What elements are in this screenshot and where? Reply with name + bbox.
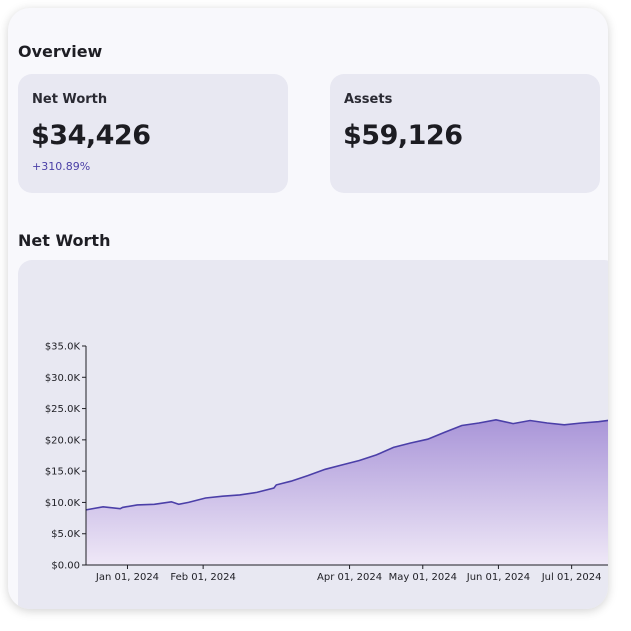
x-tick-label: Feb 01, 2024 bbox=[170, 572, 235, 583]
net-worth-change: +310.89% bbox=[32, 160, 91, 173]
y-tick-label: $20.0K bbox=[45, 435, 81, 446]
net-worth-chart-title: Net Worth bbox=[18, 231, 111, 250]
x-tick-label: Apr 01, 2024 bbox=[317, 572, 382, 583]
net-worth-value: $34,426 bbox=[31, 120, 151, 151]
net-worth-label: Net Worth bbox=[32, 92, 108, 107]
x-tick-label: Jun 01, 2024 bbox=[466, 572, 530, 583]
net-worth-chart-card: $0.00 $5.0K $10.0K $15.0K $20.0K $25.0K $30.0K… bbox=[18, 260, 608, 609]
y-tick-label: $0.00 bbox=[51, 561, 80, 572]
y-tick-label: $10.0K bbox=[45, 498, 81, 509]
y-tick-label: $30.0K bbox=[45, 373, 81, 384]
assets-card[interactable]: Assets $59,126 bbox=[330, 74, 600, 193]
x-tick-label: Jul 01, 2024 bbox=[541, 572, 602, 583]
y-tick-label: $5.0K bbox=[51, 529, 80, 540]
overview-title: Overview bbox=[18, 42, 103, 61]
y-tick-label: $15.0K bbox=[45, 467, 81, 478]
x-tick-label: Jan 01, 2024 bbox=[95, 572, 159, 583]
y-tick-label: $35.0K bbox=[45, 342, 81, 353]
net-worth-card[interactable]: Net Worth $34,426 +310.89% bbox=[18, 74, 288, 193]
net-worth-area bbox=[86, 419, 608, 565]
y-tick-label: $25.0K bbox=[45, 404, 81, 415]
dashboard-panel: Overview Net Worth $34,426 +310.89% Asse… bbox=[8, 8, 608, 609]
net-worth-chart: $0.00 $5.0K $10.0K $15.0K $20.0K $25.0K $30.0K… bbox=[45, 342, 608, 583]
net-worth-line bbox=[85, 418, 608, 511]
assets-label: Assets bbox=[344, 92, 393, 107]
assets-value: $59,126 bbox=[343, 120, 463, 151]
x-tick-label: May 01, 2024 bbox=[389, 572, 457, 583]
